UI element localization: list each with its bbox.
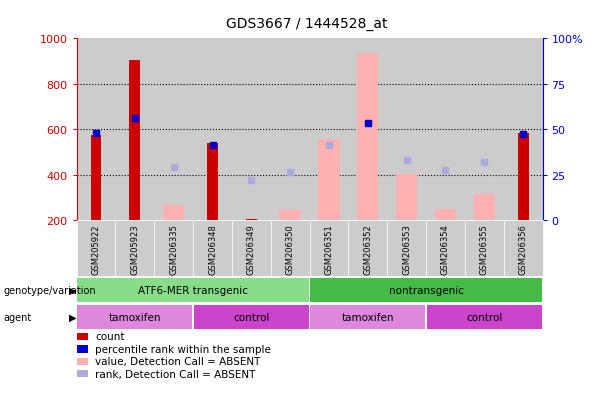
Bar: [129, 61, 140, 221]
Bar: [193, 39, 232, 221]
Bar: [271, 39, 310, 221]
Text: ATF6-MER transgenic: ATF6-MER transgenic: [138, 285, 248, 295]
Text: count: count: [95, 332, 124, 342]
Bar: [465, 39, 504, 221]
Bar: [348, 39, 387, 221]
Text: tamoxifen: tamoxifen: [109, 312, 161, 322]
Bar: [115, 39, 154, 221]
Bar: [426, 39, 465, 221]
Bar: [435, 210, 456, 221]
Text: genotype/variation: genotype/variation: [3, 285, 96, 295]
Text: GSM206350: GSM206350: [286, 224, 295, 275]
Text: GSM206354: GSM206354: [441, 224, 450, 275]
Text: GSM206356: GSM206356: [519, 224, 528, 275]
Bar: [77, 39, 115, 221]
Text: tamoxifen: tamoxifen: [341, 312, 394, 322]
Text: control: control: [233, 312, 270, 322]
Text: GSM206335: GSM206335: [169, 224, 178, 275]
Text: GSM206355: GSM206355: [480, 224, 489, 275]
Bar: [207, 144, 218, 221]
Bar: [396, 174, 417, 221]
Text: rank, Detection Call = ABSENT: rank, Detection Call = ABSENT: [95, 369, 256, 379]
Bar: [154, 39, 193, 221]
Text: GSM205922: GSM205922: [91, 224, 101, 275]
Text: ▶: ▶: [69, 285, 76, 295]
Bar: [474, 195, 495, 221]
Bar: [163, 205, 185, 221]
Text: GSM206351: GSM206351: [324, 224, 333, 275]
Text: control: control: [466, 312, 503, 322]
Text: value, Detection Call = ABSENT: value, Detection Call = ABSENT: [95, 356, 261, 366]
Text: GDS3667 / 1444528_at: GDS3667 / 1444528_at: [226, 17, 387, 31]
Text: percentile rank within the sample: percentile rank within the sample: [95, 344, 271, 354]
Bar: [310, 39, 348, 221]
Bar: [357, 54, 378, 221]
Bar: [387, 39, 426, 221]
Text: GSM206353: GSM206353: [402, 224, 411, 275]
Text: agent: agent: [3, 312, 31, 322]
Bar: [246, 220, 257, 221]
Bar: [232, 39, 271, 221]
Bar: [91, 136, 102, 221]
Bar: [517, 133, 528, 221]
Text: nontransgenic: nontransgenic: [389, 285, 463, 295]
Text: GSM206348: GSM206348: [208, 224, 217, 275]
Bar: [280, 211, 301, 221]
Text: GSM206349: GSM206349: [247, 224, 256, 275]
Bar: [504, 39, 543, 221]
Bar: [318, 139, 340, 221]
Text: ▶: ▶: [69, 312, 76, 322]
Text: GSM205923: GSM205923: [131, 224, 139, 275]
Text: GSM206352: GSM206352: [364, 224, 372, 275]
